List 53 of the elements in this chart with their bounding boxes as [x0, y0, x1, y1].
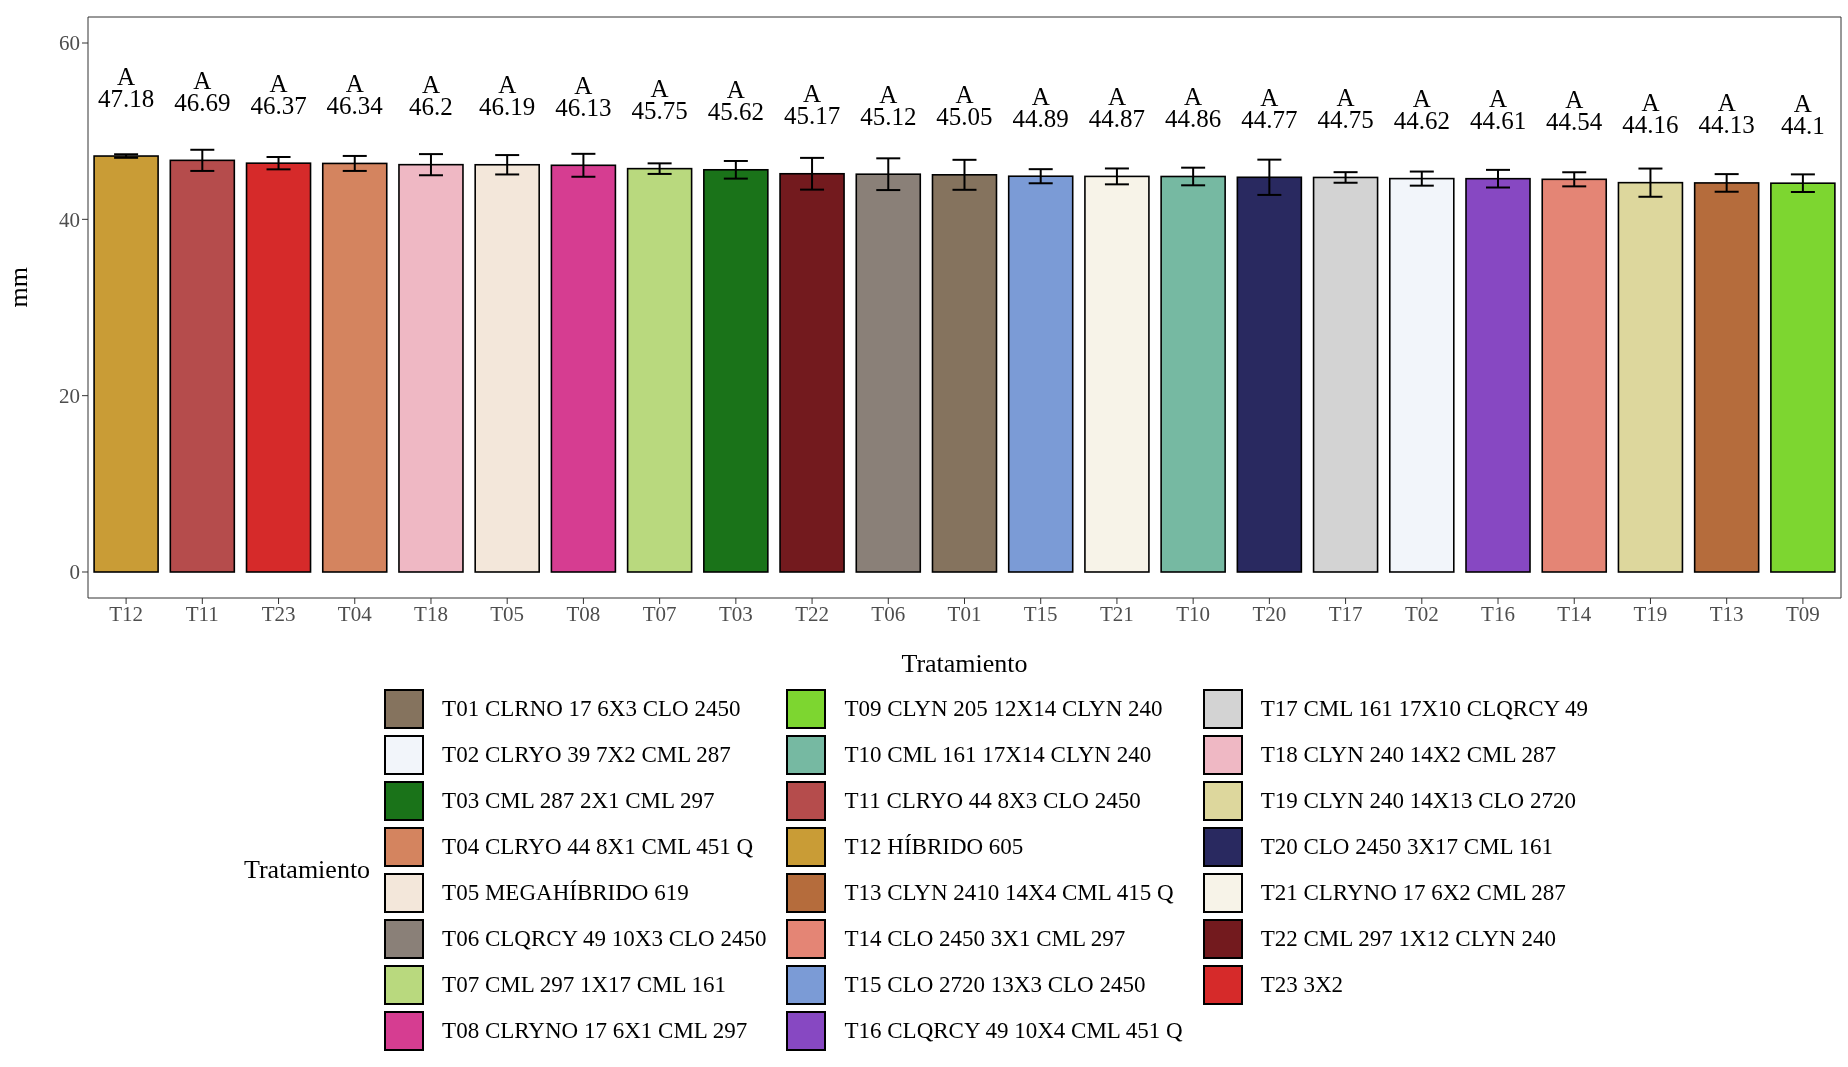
legend-label: T06 CLQRCY 49 10X3 CLO 2450	[442, 926, 767, 952]
legend-label: T10 CML 161 17X14 CLYN 240	[844, 742, 1152, 768]
legend-label: T16 CLQRCY 49 10X4 CML 451 Q	[844, 1018, 1183, 1044]
x-tick-label: T08	[566, 601, 601, 626]
x-tick-label: T18	[414, 601, 448, 626]
legend-label: T02 CLRYO 39 7X2 CML 287	[442, 742, 731, 768]
x-tick-label: T23	[261, 601, 296, 626]
legend-label: T08 CLRYNO 17 6X1 CML 297	[442, 1018, 748, 1044]
x-tick-label: T06	[871, 601, 906, 626]
x-tick-label: T12	[109, 601, 144, 626]
y-tick-label: 0	[69, 560, 80, 585]
x-tick-label: T10	[1176, 601, 1211, 626]
legend-label: T09 CLYN 205 12X14 CLYN 240	[844, 696, 1163, 722]
x-tick-label: T14	[1557, 601, 1592, 626]
legend-label: T23 3X2	[1260, 972, 1344, 998]
x-tick-label: T11	[185, 601, 219, 626]
legend-label: T01 CLRNO 17 6X3 CLO 2450	[442, 696, 741, 722]
x-tick-label: T07	[642, 601, 677, 626]
x-tick-label: T13	[1709, 601, 1744, 626]
x-tick-label: T15	[1023, 601, 1058, 626]
x-tick-label: T02	[1404, 601, 1439, 626]
x-tick-label: T17	[1328, 601, 1363, 626]
legend-label: T13 CLYN 2410 14X4 CML 415 Q	[844, 880, 1174, 906]
x-tick-label: T04	[337, 601, 373, 626]
legend-label: T21 CLRYNO 17 6X2 CML 287	[1260, 880, 1566, 906]
legend-label: T22 CML 297 1X12 CLYN 240	[1260, 926, 1556, 952]
y-tick-label: 60	[59, 31, 80, 56]
x-tick-label: T19	[1633, 601, 1668, 626]
x-axis-title: Tratamiento	[901, 649, 1028, 678]
legend-label: T18 CLYN 240 14X2 CML 287	[1260, 742, 1556, 768]
legend-label: T03 CML 287 2X1 CML 297	[442, 788, 715, 814]
x-tick-label: T20	[1252, 601, 1287, 626]
x-tick-label: T22	[795, 601, 829, 626]
legend-label: T17 CML 161 17X10 CLQRCY 49	[1260, 696, 1589, 722]
legend-label: T11 CLRYO 44 8X3 CLO 2450	[844, 788, 1141, 814]
x-tick-label: T21	[1100, 601, 1134, 626]
x-tick-label: T05	[490, 601, 525, 626]
legend-label: T15 CLO 2720 13X3 CLO 2450	[844, 972, 1146, 998]
x-tick-label: T16	[1481, 601, 1515, 626]
y-tick-label: 20	[59, 384, 80, 409]
y-tick-label: 40	[59, 207, 80, 232]
legend-label: T12 HÍBRIDO 605	[844, 834, 1024, 860]
legend-label: T04 CLRYO 44 8X1 CML 451 Q	[442, 834, 754, 860]
x-tick-label: T09	[1785, 601, 1820, 626]
legend-label: T05 MEGAHÍBRIDO 619	[442, 880, 689, 906]
x-tick-label: T01	[947, 601, 982, 626]
legend-label: T20 CLO 2450 3X17 CML 161	[1260, 834, 1554, 860]
y-axis-title: mm	[4, 267, 34, 308]
legend-label: T19 CLYN 240 14X13 CLO 2720	[1260, 788, 1576, 814]
legend-label: T07 CML 297 1X17 CML 161	[442, 972, 726, 998]
legend-label: T14 CLO 2450 3X1 CML 297	[844, 926, 1126, 952]
x-tick-label: T03	[718, 601, 753, 626]
legend-title: Tratamiento	[243, 855, 371, 885]
